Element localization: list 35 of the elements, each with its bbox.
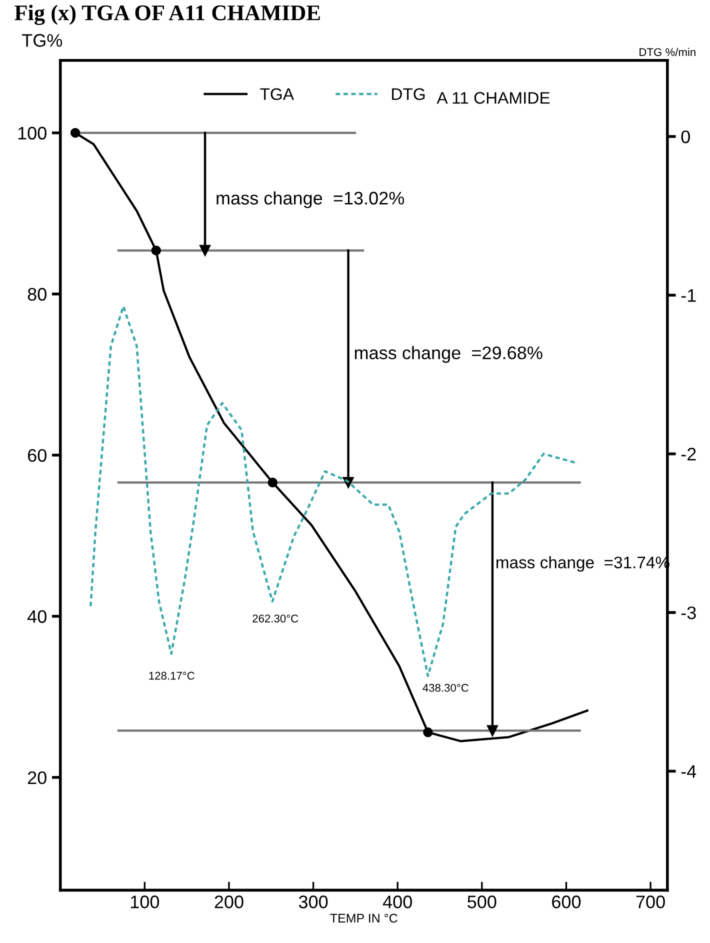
y2-tick-label: -4 — [681, 765, 696, 778]
y2-tick-label: -2 — [681, 448, 696, 460]
x-axis-title: TEMP IN °C — [330, 914, 398, 923]
annotation: 438.30°C — [422, 684, 468, 692]
y-tick-label: 40 — [27, 610, 46, 623]
point — [486, 725, 498, 736]
y2-tick-label: 0 — [681, 130, 690, 144]
point — [70, 128, 80, 138]
y-axis-title: TG% — [22, 34, 62, 47]
y-tick-label: 100 — [18, 126, 46, 140]
chart-title: Fig (x) TGA OF A11 CHAMIDE — [14, 4, 320, 26]
annotation: mass change =29.68% — [354, 346, 542, 363]
point — [151, 246, 161, 256]
legend-label: DTG — [392, 88, 425, 100]
point — [423, 727, 433, 738]
x-tick-label: 100 — [130, 896, 160, 908]
annotation: mass change =13.02% — [216, 191, 404, 208]
annotation: 262.30°C — [252, 614, 298, 622]
y-tick-label: 60 — [28, 449, 46, 462]
y2-tick-label: -1 — [681, 289, 696, 302]
point — [199, 244, 211, 256]
y2-tick-label: -3 — [681, 606, 696, 620]
y-tick-label: 20 — [28, 771, 46, 784]
x-tick-label: 400 — [382, 896, 412, 908]
x-tick-label: 300 — [298, 896, 328, 908]
annotation: 128.17°C — [149, 672, 194, 680]
annotation: A 11 CHAMIDE — [436, 92, 550, 104]
x-tick-label: 600 — [552, 896, 581, 908]
x-tick-label: 700 — [636, 896, 665, 908]
point — [268, 478, 278, 488]
legend-label: TGA — [260, 88, 294, 100]
y2-axis-title: DTG %/min — [640, 48, 696, 56]
x-tick-label: 500 — [468, 896, 496, 908]
y-tick-label: 80 — [28, 288, 46, 301]
x-tick-label: 200 — [214, 896, 244, 908]
